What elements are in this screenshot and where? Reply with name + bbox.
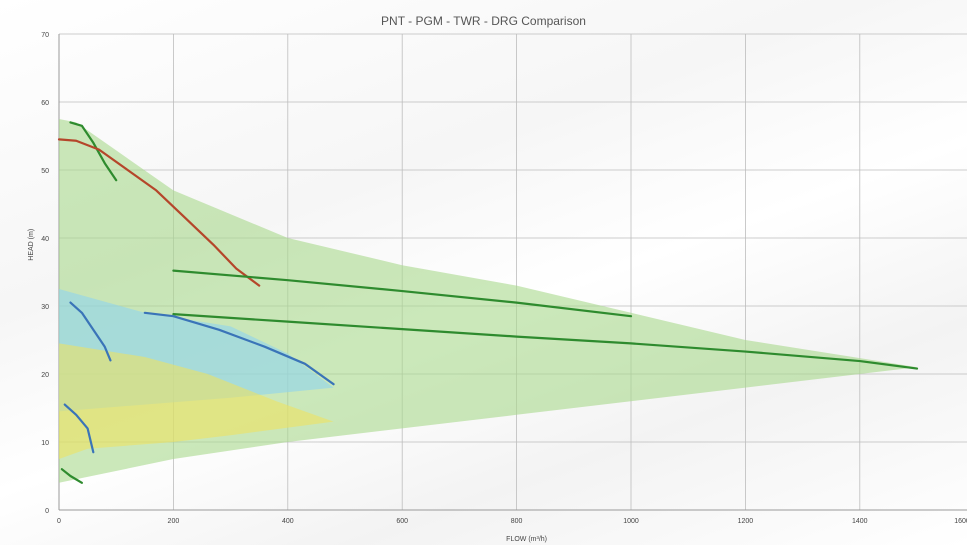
y-tick-label: 30 <box>41 304 49 311</box>
pump-curve-7 <box>63 403 95 454</box>
x-tick-label: 800 <box>511 518 523 525</box>
y-tick-label: 0 <box>45 508 49 515</box>
pump-curve-6 <box>143 311 335 386</box>
chart-title: PNT - PGM - TWR - DRG Comparison <box>381 14 586 28</box>
x-tick-label: 600 <box>396 518 408 525</box>
y-tick-label: 60 <box>41 100 49 107</box>
pump-curve-2 <box>57 138 261 287</box>
y-tick-label: 10 <box>41 440 49 447</box>
x-tick-label: 200 <box>168 518 180 525</box>
x-tick-label: 400 <box>282 518 294 525</box>
range-area-3 <box>59 343 334 459</box>
pump-curve-8 <box>60 468 83 484</box>
pump-curve-3 <box>172 269 633 318</box>
x-tick-label: 1200 <box>738 518 754 525</box>
y-tick-label: 20 <box>41 372 49 379</box>
y-tick-label: 40 <box>41 236 49 243</box>
pump-curve-5 <box>69 301 112 362</box>
y-tick-label: 50 <box>41 168 49 175</box>
x-tick-label: 1000 <box>623 518 639 525</box>
x-tick-label: 0 <box>57 518 61 525</box>
y-axis-label: HEAD (m) <box>28 229 35 261</box>
pump-curve-1 <box>69 121 118 182</box>
pump-curve-4 <box>172 313 919 370</box>
y-tick-label: 70 <box>41 32 49 39</box>
x-axis-label: FLOW (m³/h) <box>506 536 547 543</box>
x-tick-label: 1400 <box>852 518 868 525</box>
